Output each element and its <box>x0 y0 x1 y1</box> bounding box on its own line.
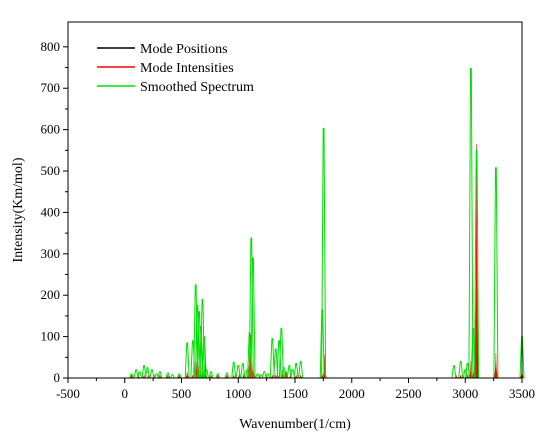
axes-layer: -500 0 500 1000 1500 2000 2500 3000 350001002003… <box>41 21 535 401</box>
x-tick-label: 2500 <box>396 386 422 401</box>
y-tick-label: 200 <box>41 287 61 302</box>
spectrum-peak <box>261 371 267 379</box>
spectrum-peak <box>129 373 135 379</box>
legend-label: Mode Positions <box>140 42 228 57</box>
series-layer <box>68 67 526 379</box>
spectrum-peak <box>133 369 139 379</box>
spectrum-peak <box>203 369 209 379</box>
spectrum-peak <box>176 373 182 379</box>
spectrum-peak <box>451 365 457 379</box>
spectrum-peak <box>224 372 230 379</box>
spectrum-peak <box>231 361 237 379</box>
legend-item: Smoothed Spectrum <box>97 80 254 95</box>
spectrum-peak <box>137 371 142 379</box>
x-tick-label: -500 <box>56 386 80 401</box>
spectrum-peak <box>215 373 221 379</box>
spectrum-peak <box>290 369 296 379</box>
spectrum-peak <box>269 338 275 379</box>
spectrum-peak <box>250 257 256 379</box>
y-tick-label: 400 <box>41 204 61 219</box>
spectrum-peak <box>201 336 207 379</box>
y-tick-label: 500 <box>41 163 61 178</box>
spectrum-peak <box>493 167 499 379</box>
y-tick-label: 700 <box>41 80 61 95</box>
spectrum-peak <box>184 342 190 379</box>
x-tick-label: 3000 <box>452 386 478 401</box>
spectrum-peak <box>244 369 250 379</box>
y-tick-label: 0 <box>54 370 61 385</box>
y-tick-label: 100 <box>41 329 61 344</box>
series-mode-intensities <box>129 144 526 379</box>
spectrum-peak <box>255 373 261 379</box>
x-tick-label: 0 <box>122 386 129 401</box>
spectrum-peak <box>273 348 279 379</box>
spectrum-peak <box>198 325 204 379</box>
legend-item: Mode Positions <box>97 42 228 57</box>
y-axis-title: Intensity(Km/mol) <box>11 157 26 262</box>
y-tick-label: 600 <box>41 122 61 137</box>
spectrum-peak <box>144 367 150 379</box>
legend: Mode Positions Mode Intensities Smoothed S… <box>97 42 254 95</box>
x-tick-label: 3500 <box>509 386 535 401</box>
spectrum-peak <box>194 305 200 379</box>
spectrum-peak <box>154 373 159 379</box>
legend-label: Smoothed Spectrum <box>140 80 254 95</box>
spectrum-peak <box>286 365 292 379</box>
spectrum-peak <box>293 363 299 379</box>
x-tick-label: 500 <box>172 386 192 401</box>
x-tick-label: 2000 <box>339 386 365 401</box>
spectrum-peak <box>458 360 464 379</box>
spectrum-peak <box>141 365 147 379</box>
spectrum-peak <box>298 360 304 379</box>
stick-peak <box>493 353 499 379</box>
legend-item: Mode Intensities <box>97 61 234 76</box>
spectrum-peak <box>474 149 480 379</box>
x-axis-title: Wavenumber(1/cm) <box>239 417 351 432</box>
stick-peak <box>184 371 190 379</box>
spectrum-peak <box>278 327 284 379</box>
spectrum-peak <box>468 67 474 379</box>
series-smoothed-spectrum <box>129 67 525 379</box>
legend-label: Mode Intensities <box>140 61 234 76</box>
spectrum-peak <box>240 363 246 379</box>
x-tick-label: 1000 <box>225 386 251 401</box>
spectrum-peak <box>258 374 264 379</box>
spectrum-peak <box>321 127 327 379</box>
spectrum-peak <box>283 371 289 379</box>
spectrum-peak <box>157 371 163 379</box>
stick-peak <box>474 144 480 379</box>
spectrum-peak <box>235 365 241 379</box>
x-tick-label: 1500 <box>282 386 308 401</box>
y-tick-label: 300 <box>41 246 61 261</box>
stick-peak <box>468 361 474 379</box>
spectrum-peak <box>208 371 214 379</box>
spectrum-peak <box>265 373 271 379</box>
y-tick-label: 800 <box>41 39 61 54</box>
spectrum-peak <box>248 237 254 379</box>
spectrum-peak <box>169 374 175 379</box>
spectrum-peak <box>149 369 155 379</box>
plot-frame-top <box>67 21 523 379</box>
plot-frame <box>67 21 523 379</box>
spectrum-peak <box>165 372 171 379</box>
